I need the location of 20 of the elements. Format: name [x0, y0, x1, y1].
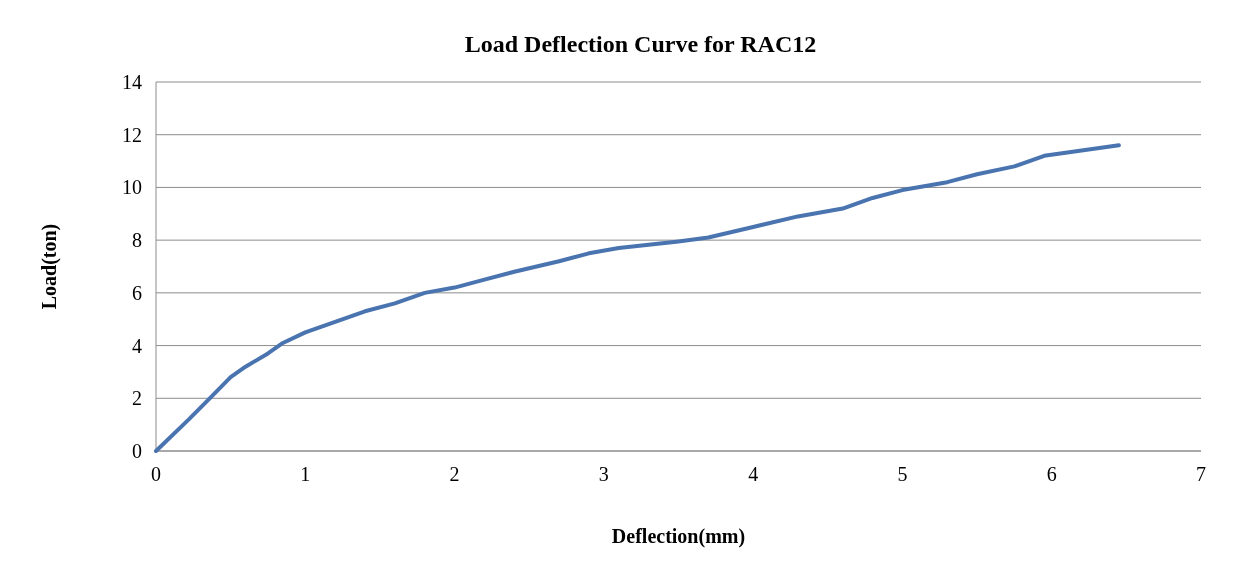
x-tick-label: 4	[748, 463, 759, 485]
y-tick-label: 2	[132, 387, 142, 410]
y-tick-label: 8	[132, 229, 142, 252]
x-tick-label: 3	[598, 463, 609, 485]
x-tick-label: 7	[1196, 463, 1206, 485]
line-series	[154, 143, 1121, 453]
x-tick-label: 0	[151, 463, 161, 485]
y-tick-label: 0	[132, 440, 142, 462]
x-tick-label: 6	[1046, 463, 1057, 485]
y-tick-label: 6	[132, 281, 142, 304]
chart-title: Load Deflection Curve for RAC12	[464, 31, 817, 57]
y-tick-label: 14	[122, 71, 142, 93]
y-tick-label: 10	[122, 176, 142, 199]
y-axis-title: Load(ton)	[38, 223, 61, 310]
y-tick-label: 4	[132, 334, 142, 357]
x-axis-title: Deflection(mm)	[611, 525, 746, 548]
x-tick-label: 5	[897, 463, 908, 485]
y-tick-label: 12	[122, 123, 142, 146]
x-tick-label: 2	[449, 463, 460, 485]
x-tick-label: 1	[300, 463, 311, 485]
